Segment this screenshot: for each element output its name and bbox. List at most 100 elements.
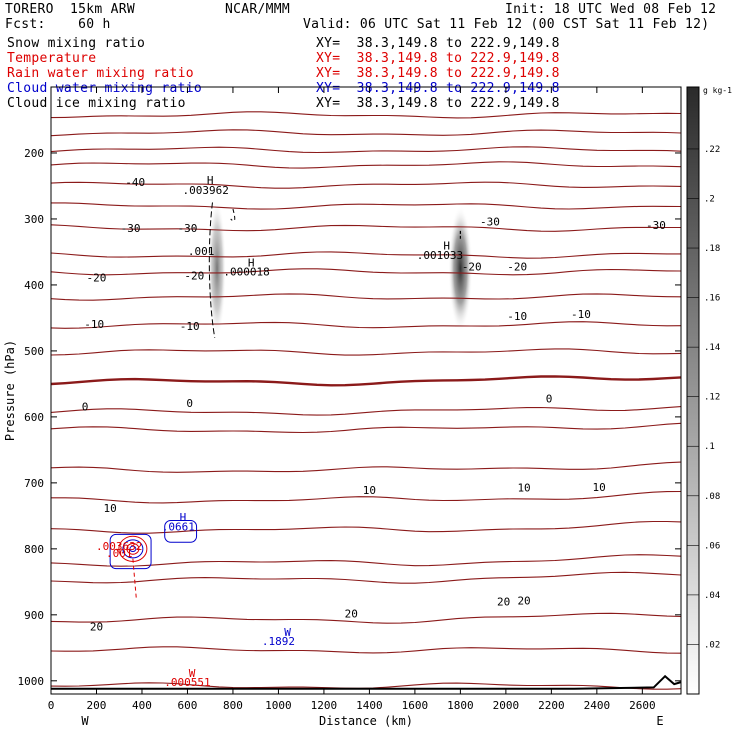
- rain-water-contour: [129, 545, 137, 553]
- y-tick-label: 200: [24, 147, 44, 160]
- colorbar-tick-label: .02: [704, 640, 720, 650]
- field-xy: XY= 38.3,149.8 to 222.9,149.8: [316, 66, 560, 81]
- y-tick-label: 900: [24, 609, 44, 622]
- y-tick-label: 700: [24, 477, 44, 490]
- colorbar-tick-label: .16: [704, 294, 720, 304]
- y-tick-label: 300: [24, 213, 44, 226]
- contour-label: -10: [84, 318, 104, 331]
- colorbar-tick-label: .22: [704, 145, 720, 155]
- temperature-contour: [50, 146, 682, 154]
- temperature-contour: [50, 293, 682, 301]
- field-xy: XY= 38.3,149.8 to 222.9,149.8: [316, 51, 560, 66]
- temperature-contour: [50, 129, 682, 137]
- point-annotation: W: [284, 626, 291, 639]
- temperature-contour: [50, 251, 681, 259]
- x-tick-label: 2400: [584, 699, 611, 712]
- point-annotation: .001: [106, 547, 133, 560]
- contour-label: -20: [462, 260, 482, 273]
- snow-maximum: [448, 205, 473, 332]
- cloud-ice-contour: [230, 208, 236, 222]
- field-xy: XY= 38.3,149.8 to 222.9,149.8: [316, 96, 560, 111]
- contour-label: -40: [125, 176, 145, 189]
- contour-label: 20: [345, 607, 358, 620]
- contour-label: 0: [186, 397, 193, 410]
- colorbar-units: g kg-1: [703, 86, 732, 95]
- contour-label: 0: [82, 400, 89, 413]
- contour-label: -30: [178, 222, 198, 235]
- contour-label: -30: [121, 222, 141, 235]
- x-tick-label: 200: [87, 699, 107, 712]
- colorbar-tick-label: .12: [704, 393, 720, 403]
- contour-label: 10: [104, 502, 117, 515]
- point-annotation: .001: [188, 245, 215, 258]
- rain-water-contour: [122, 539, 144, 559]
- colorbar-tick-label: .04: [704, 591, 720, 601]
- x-tick-label: 1000: [265, 699, 292, 712]
- x-tick-label: 1600: [402, 699, 429, 712]
- model-title: TORERO 15km ARW: [5, 2, 136, 17]
- x-tick-label: 2200: [538, 699, 565, 712]
- contour-label: 10: [592, 481, 605, 494]
- temperature-contour: [50, 520, 682, 534]
- colorbar-tick-label: .14: [704, 343, 720, 353]
- point-annotation: .001033: [417, 249, 463, 262]
- temperature-contour: [50, 571, 682, 584]
- cloud-contours: [109, 202, 461, 599]
- colorbar-tick-label: .18: [704, 244, 720, 254]
- temperature-contour: [50, 646, 682, 654]
- east-end-label: E: [656, 714, 663, 728]
- temperature-contour: [50, 406, 682, 416]
- x-tick-label: 400: [132, 699, 152, 712]
- contour-label: 20: [517, 594, 530, 607]
- point-annotation: .003632: [96, 540, 142, 553]
- point-annotation: W: [189, 667, 196, 680]
- y-axis-label: Pressure (hPa): [3, 340, 17, 441]
- temperature-contour: [50, 554, 682, 567]
- temperature-contour: [50, 111, 682, 119]
- field-name: Cloud water mixing ratio: [7, 81, 203, 96]
- x-tick-label: 1200: [311, 699, 338, 712]
- y-tick-label: 600: [24, 411, 44, 424]
- plot-frame: [50, 86, 682, 695]
- x-tick-label: 1400: [356, 699, 383, 712]
- init-time: Init: 18 UTC Wed 08 Feb 12: [505, 2, 717, 17]
- contour-label: 20: [90, 621, 103, 634]
- contour-label: 10: [363, 484, 376, 497]
- x-tick-label: 600: [178, 699, 198, 712]
- terrain-surface: [51, 674, 682, 690]
- temperature-contours: [50, 111, 682, 690]
- x-tick-label: 2000: [493, 699, 520, 712]
- field-name: Snow mixing ratio: [7, 36, 146, 51]
- y-tick-label: 400: [24, 279, 44, 292]
- snow-maximum: [208, 199, 227, 338]
- point-annotation: .003962: [182, 184, 228, 197]
- point-annotation: H: [180, 511, 187, 524]
- x-axis-label: Distance (km): [319, 714, 413, 728]
- valid-time: Valid: 06 UTC Sat 11 Feb 12 (00 CST Sat …: [303, 17, 710, 32]
- field-name: Cloud ice mixing ratio: [7, 96, 186, 111]
- rain-water-contour: [132, 558, 137, 599]
- contour-label: -20: [184, 270, 204, 283]
- temperature-contour: [50, 161, 682, 169]
- point-annotation: .000551: [164, 676, 210, 689]
- field-xy: XY= 38.3,149.8 to 222.9,149.8: [316, 36, 560, 51]
- colorbar-tick-label: .1: [704, 442, 715, 452]
- y-tick-label: 800: [24, 543, 44, 556]
- contour-label: -30: [646, 219, 666, 232]
- x-tick-label: 2600: [629, 699, 656, 712]
- point-annotation: H: [443, 239, 450, 252]
- y-tick-label: 1000: [18, 675, 45, 688]
- colorbar-tick-label: .08: [704, 492, 720, 502]
- colorbar-tick-label: .2: [704, 194, 715, 204]
- temperature-contour: [50, 612, 682, 624]
- x-tick-label: 1800: [447, 699, 474, 712]
- contour-label: -10: [571, 308, 591, 321]
- cloud-water-contour: [164, 519, 198, 543]
- contour-label: 20: [497, 596, 510, 609]
- cloud-ice-contour: [208, 202, 216, 338]
- contour-label: -10: [180, 320, 200, 333]
- temperature-contour: [51, 202, 682, 210]
- contour-label: 10: [517, 481, 530, 494]
- temperature-contour: [51, 490, 682, 504]
- y-tick-label: 500: [24, 345, 44, 358]
